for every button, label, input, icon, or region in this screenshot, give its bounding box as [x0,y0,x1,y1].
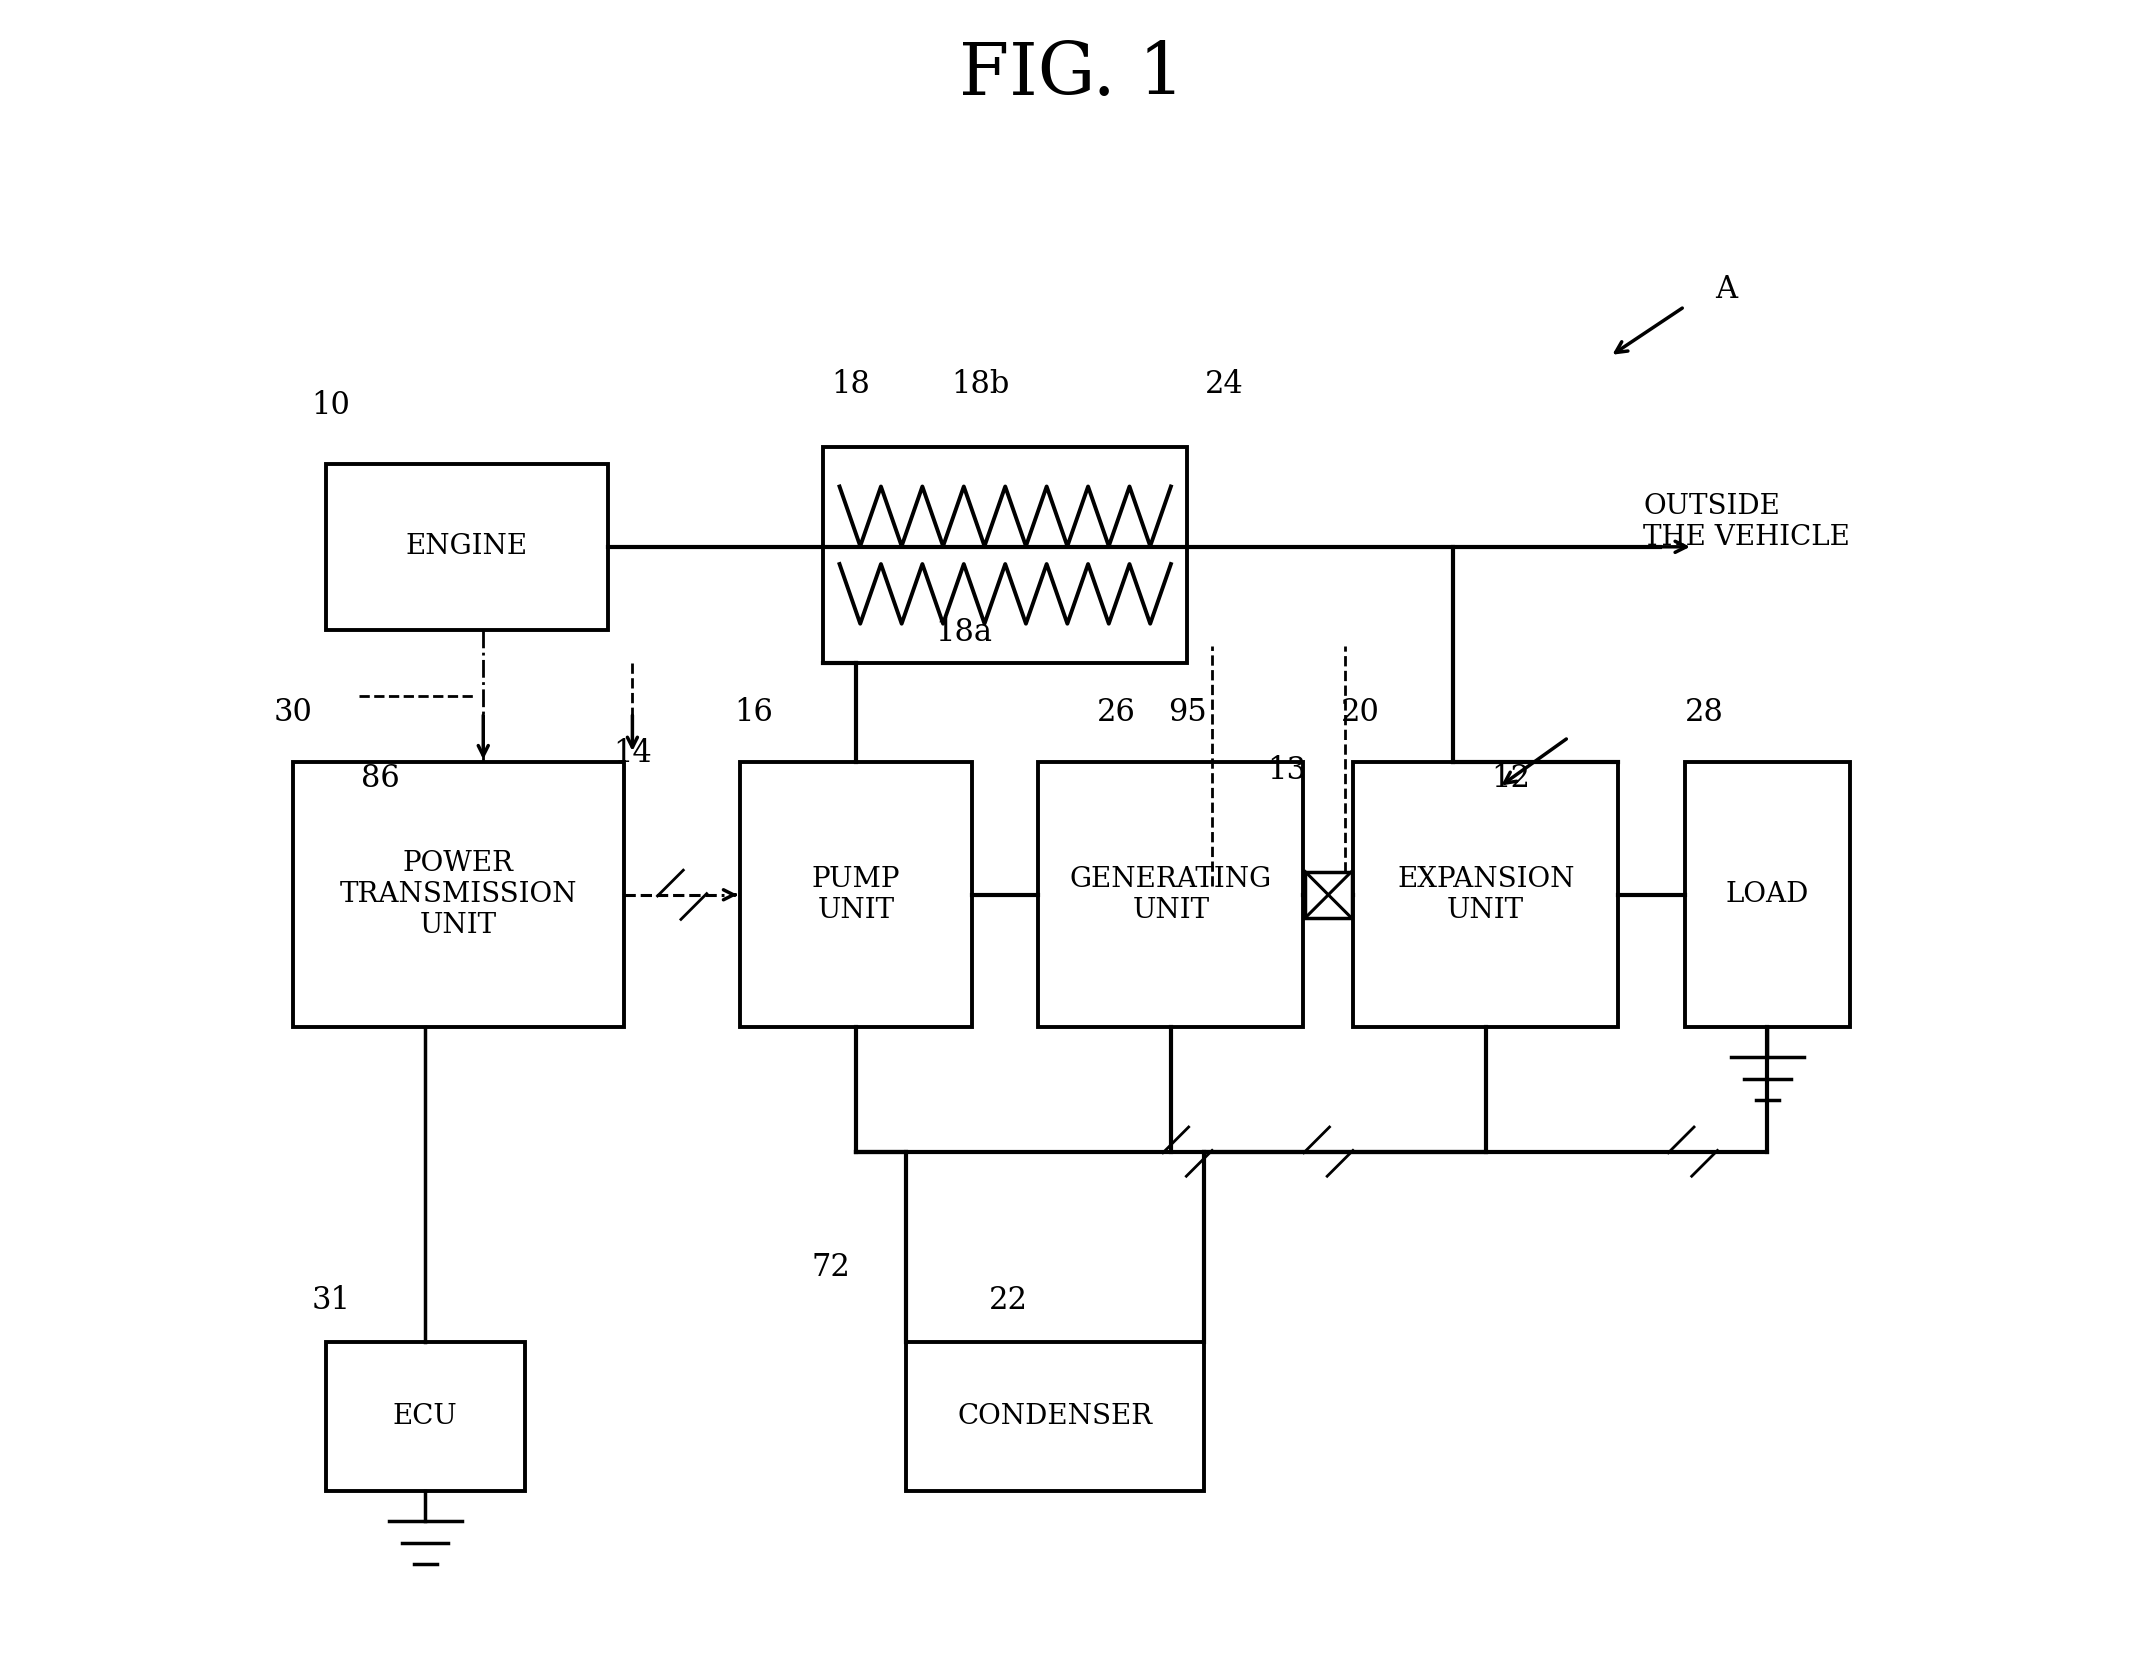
Text: 10: 10 [311,391,349,421]
FancyBboxPatch shape [1039,762,1303,1027]
Text: POWER
TRANSMISSION
UNIT: POWER TRANSMISSION UNIT [339,850,576,940]
FancyBboxPatch shape [294,762,624,1027]
Text: 22: 22 [990,1286,1029,1316]
FancyBboxPatch shape [1684,762,1849,1027]
Text: 18a: 18a [934,618,992,648]
FancyBboxPatch shape [1352,762,1618,1027]
Text: 20: 20 [1339,698,1380,727]
Text: 86: 86 [362,764,401,794]
Bar [1305,872,1352,918]
Text: 28: 28 [1684,698,1723,727]
Text: 31: 31 [311,1286,349,1316]
Text: 18: 18 [831,370,870,399]
Text: 18b: 18b [951,370,1009,399]
Text: EXPANSION
UNIT: EXPANSION UNIT [1397,865,1575,925]
Text: A: A [1714,275,1738,305]
FancyBboxPatch shape [326,464,606,630]
Text: 24: 24 [1204,370,1243,399]
Text: 30: 30 [274,698,313,727]
Text: 14: 14 [613,739,651,769]
Text: OUTSIDE
THE VEHICLE: OUTSIDE THE VEHICLE [1644,492,1849,552]
Text: 12: 12 [1492,764,1530,794]
Text: GENERATING
UNIT: GENERATING UNIT [1069,865,1273,925]
Text: 72: 72 [812,1253,851,1283]
Text: LOAD: LOAD [1725,882,1809,908]
FancyBboxPatch shape [326,1342,525,1491]
FancyBboxPatch shape [906,1342,1204,1491]
FancyBboxPatch shape [739,762,973,1027]
Text: 95: 95 [1168,698,1207,727]
Text: ECU: ECU [392,1403,459,1430]
FancyBboxPatch shape [823,447,1187,663]
Text: FIG. 1: FIG. 1 [958,40,1185,109]
Text: 16: 16 [733,698,774,727]
Text: 26: 26 [1097,698,1136,727]
Text: CONDENSER: CONDENSER [958,1403,1153,1430]
Text: PUMP
UNIT: PUMP UNIT [812,865,900,925]
Text: 13: 13 [1267,756,1307,785]
Text: ENGINE: ENGINE [405,534,527,560]
